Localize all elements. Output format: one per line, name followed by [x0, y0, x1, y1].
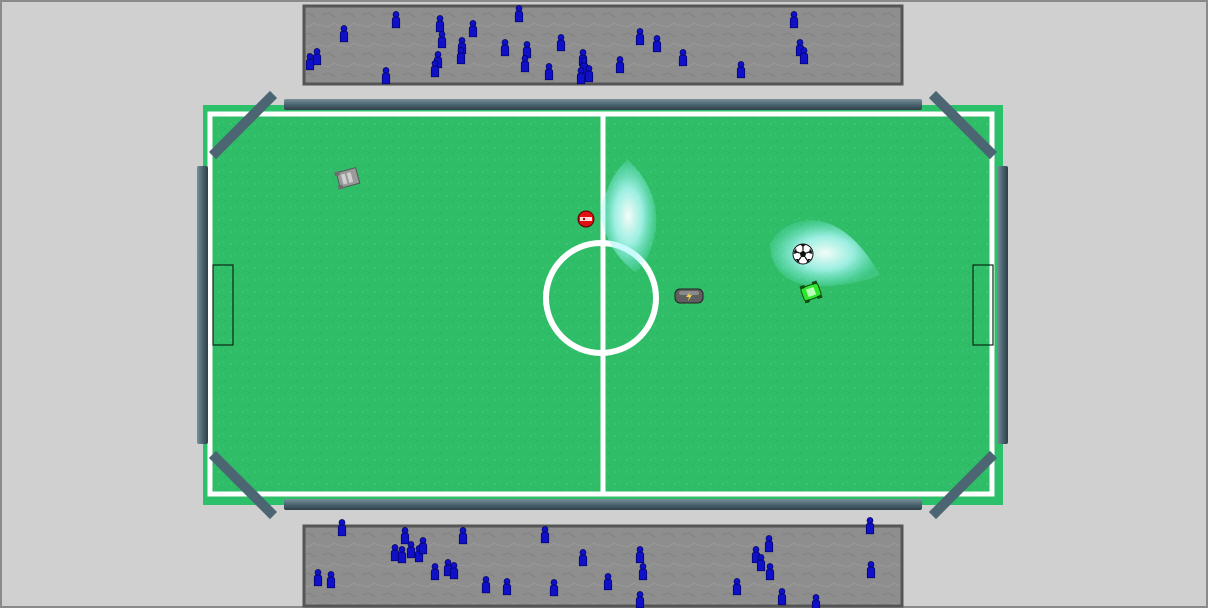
kick-glow-left	[600, 160, 657, 272]
robot-icon[interactable]	[334, 167, 361, 190]
battery-icon[interactable]	[674, 288, 704, 304]
pitch	[203, 105, 1003, 505]
center-circle	[543, 240, 659, 356]
soccer-ball-icon[interactable]	[792, 243, 814, 265]
right-goal-box	[972, 264, 994, 346]
left-goal-box	[212, 264, 234, 346]
stand-bottom	[302, 524, 904, 608]
stand-top	[302, 4, 904, 86]
kick-glow-right	[770, 220, 880, 287]
green-car-icon[interactable]	[799, 280, 823, 304]
arena-walls	[197, 90, 1008, 520]
red-car-icon[interactable]	[577, 210, 595, 228]
